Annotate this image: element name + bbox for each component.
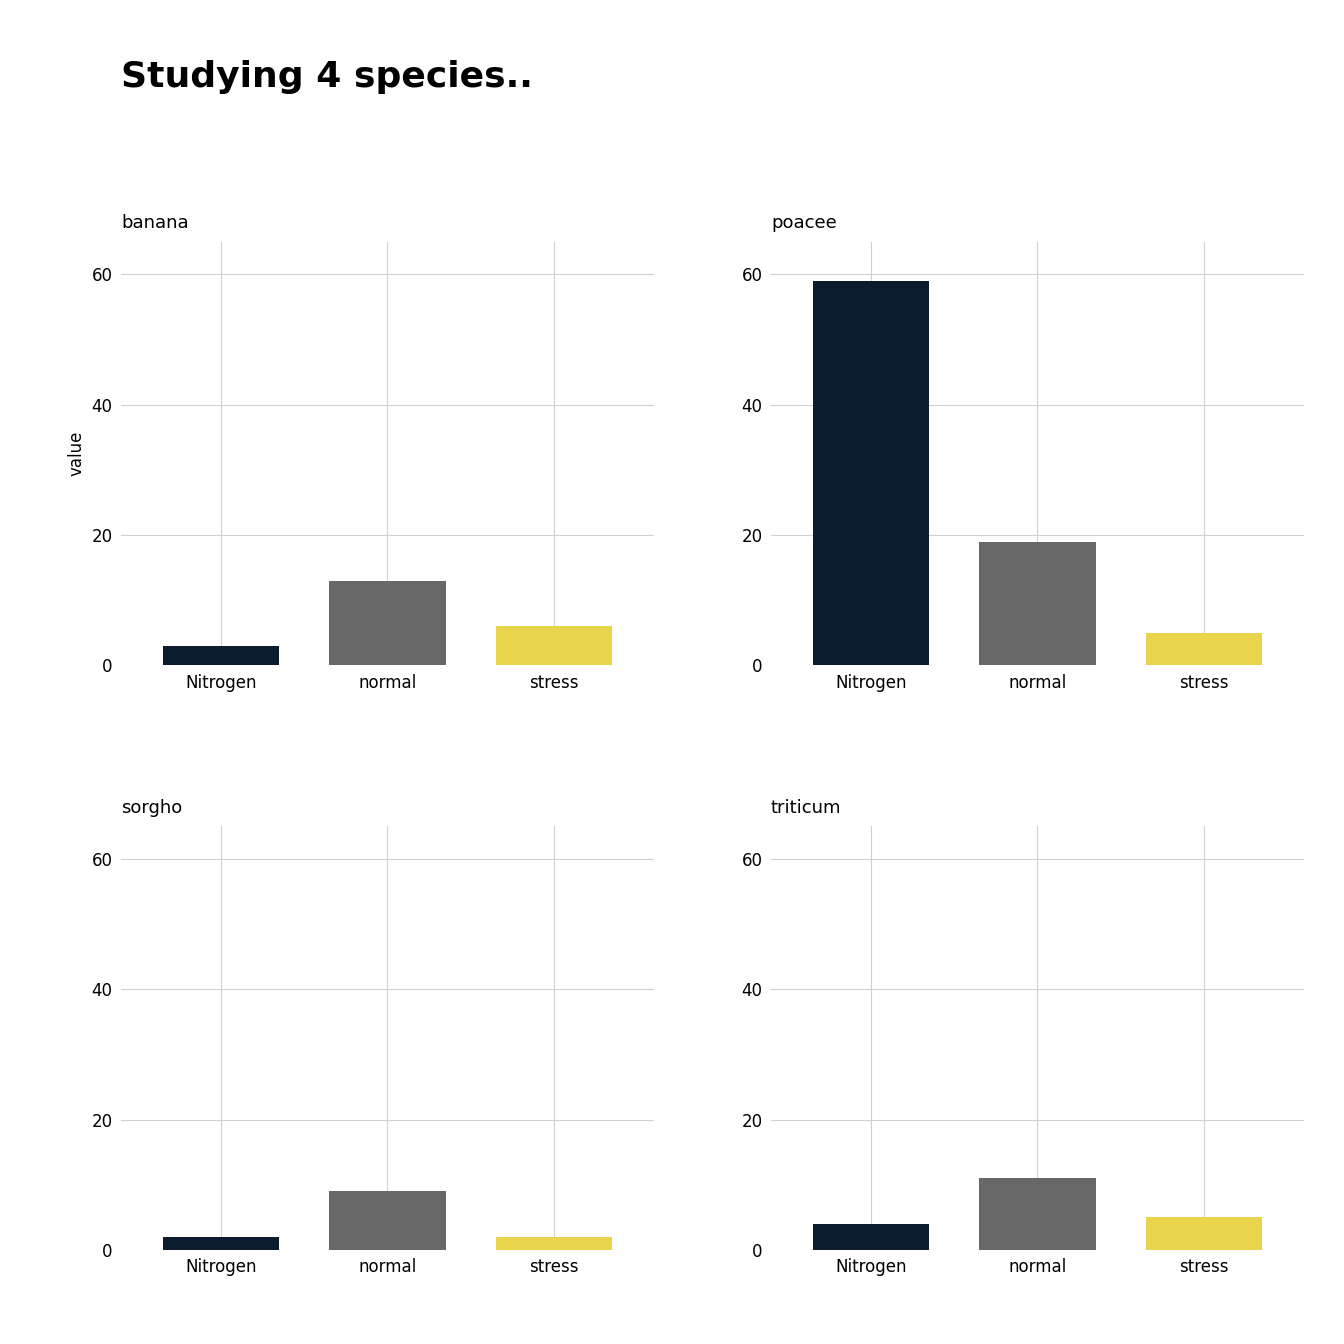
Text: sorgho: sorgho [121,798,183,817]
Bar [1145,633,1262,665]
Text: banana: banana [121,214,188,233]
Bar [978,542,1095,665]
Bar [163,646,280,665]
Text: poacee: poacee [771,214,837,233]
Bar [496,626,612,665]
Bar [978,1179,1095,1250]
Bar [496,1236,612,1250]
Bar [329,581,446,665]
Bar [163,1236,280,1250]
Text: Studying 4 species..: Studying 4 species.. [121,60,532,94]
Bar [813,1224,929,1250]
Text: triticum: triticum [771,798,841,817]
Bar [329,1191,446,1250]
Bar [813,281,929,665]
Y-axis label: value: value [69,431,86,476]
Bar [1145,1218,1262,1250]
